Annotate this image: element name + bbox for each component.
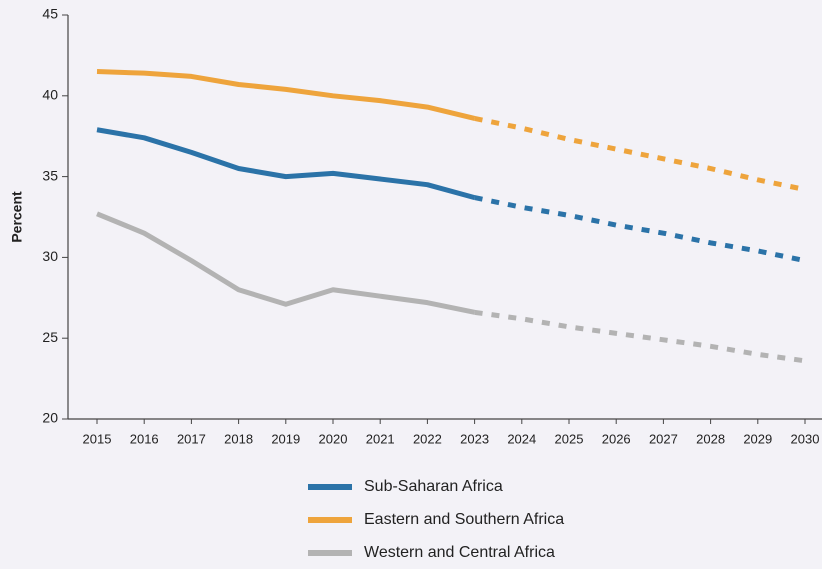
- x-tick-label: 2025: [555, 431, 584, 446]
- series-line: [96, 127, 476, 201]
- y-tick-label: 30: [42, 248, 58, 264]
- x-tick-label: 2015: [83, 431, 112, 446]
- x-tick-label: 2026: [602, 431, 631, 446]
- series-line: [96, 69, 476, 121]
- y-tick-label: 35: [42, 167, 58, 183]
- x-tick-label: 2028: [696, 431, 725, 446]
- x-tick-label: 2023: [460, 431, 489, 446]
- x-tick-label: 2030: [791, 431, 820, 446]
- y-axis-label: Percent: [9, 191, 25, 243]
- x-tick-label: 2027: [649, 431, 678, 446]
- x-tick-label: 2017: [177, 431, 206, 446]
- legend-label: Western and Central Africa: [364, 544, 555, 561]
- x-tick-label: 2021: [366, 431, 395, 446]
- x-tick-label: 2022: [413, 431, 442, 446]
- x-tick-label: 2024: [507, 431, 536, 446]
- projection-line: [474, 309, 806, 364]
- y-tick-label: 45: [42, 6, 58, 22]
- y-tick-label: 20: [42, 410, 58, 426]
- y-tick-label: 40: [42, 87, 58, 103]
- series-line: [96, 211, 476, 315]
- legend-label: Eastern and Southern Africa: [364, 511, 564, 528]
- projection-line: [474, 115, 806, 192]
- x-tick-label: 2016: [130, 431, 159, 446]
- projection-line: [474, 195, 806, 264]
- x-tick-label: 2019: [271, 431, 300, 446]
- y-tick-label: 25: [42, 329, 58, 345]
- legend-label: Sub-Saharan Africa: [364, 478, 503, 495]
- x-tick-label: 2020: [319, 431, 348, 446]
- x-tick-label: 2018: [224, 431, 253, 446]
- x-tick-label: 2029: [743, 431, 772, 446]
